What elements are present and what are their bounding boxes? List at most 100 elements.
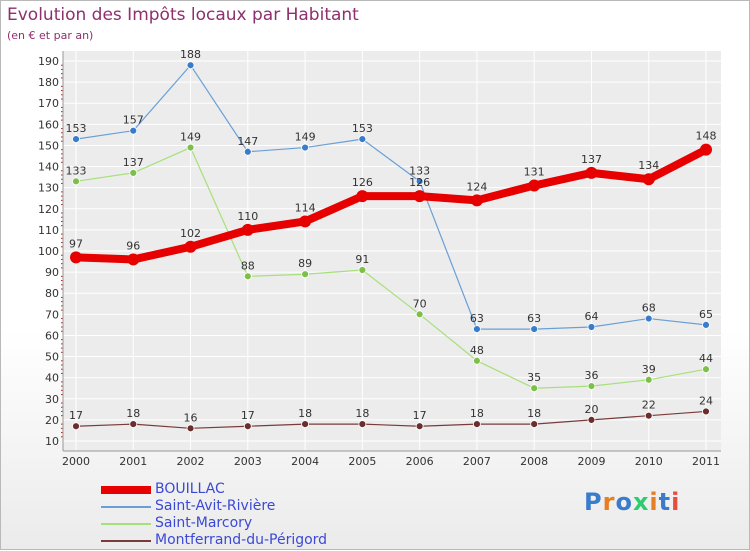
data-point-montferrand-du-perigord-2000 [72,422,80,431]
data-label-saint-marcory-2011: 44 [699,352,713,365]
chart-title: Evolution des Impôts locaux par Habitant [7,5,359,25]
y-tick-label-120: 120 [38,203,59,216]
y-tick-label-40: 40 [45,372,59,385]
data-point-bouillac-2007 [470,194,483,207]
data-point-bouillac-2000 [70,251,82,264]
data-point-saint-avit-riviere-2010 [644,314,653,323]
data-label-saint-marcory-2007: 48 [470,344,484,357]
data-label-saint-avit-riviere-2003: 147 [237,135,258,148]
data-point-montferrand-du-perigord-2010 [644,411,653,420]
data-label-saint-avit-riviere-2000: 153 [66,122,87,135]
logo-letter: i [671,488,681,516]
x-tick-label-2009: 2009 [577,455,605,468]
data-label-saint-avit-riviere-2001: 157 [123,114,144,127]
logo-letter: x [632,488,650,516]
series-line-montferrand-du-perigord [75,410,707,429]
data-point-montferrand-du-perigord-2007 [473,420,481,429]
data-label-montferrand-du-perigord-2008: 18 [527,407,541,420]
data-point-saint-marcory-2006 [415,310,424,319]
data-label-saint-marcory-2004: 89 [298,257,312,270]
x-tick-label-2008: 2008 [520,455,548,468]
data-label-bouillac-2010: 134 [638,159,659,172]
x-tick-label-2007: 2007 [463,455,491,468]
data-label-bouillac-2000: 97 [69,237,83,250]
legend-label-saint-avit-riviere: Saint-Avit-Rivière [155,498,276,514]
data-label-saint-marcory-2002: 149 [180,131,201,144]
data-label-saint-marcory-2006: 70 [413,297,427,310]
data-point-saint-marcory-2010 [644,375,653,384]
data-point-saint-avit-riviere-2011 [702,320,710,329]
series-line-bouillac [72,145,710,264]
data-label-saint-marcory-2000: 133 [66,164,87,177]
logo-letter: o [615,488,633,516]
data-label-montferrand-du-perigord-2000: 17 [69,409,83,422]
data-label-montferrand-du-perigord-2010: 22 [642,399,656,412]
legend-label-montferrand-du-perigord: Montferrand-du-Périgord [155,532,328,548]
x-tick-label-2011: 2011 [692,455,720,468]
series-line-saint-marcory [75,146,707,389]
data-label-montferrand-du-perigord-2002: 16 [184,411,198,424]
data-point-bouillac-2008 [528,179,541,192]
data-label-bouillac-2002: 102 [180,227,201,240]
y-tick-label-150: 150 [38,139,59,152]
data-label-saint-marcory-2010: 39 [642,363,656,376]
data-point-saint-avit-riviere-2002 [186,61,195,70]
data-label-bouillac-2009: 137 [581,153,602,166]
y-tick-label-30: 30 [45,393,59,406]
data-label-saint-avit-riviere-2004: 149 [295,131,316,144]
data-label-bouillac-2006: 126 [409,176,430,189]
data-label-montferrand-du-perigord-2003: 17 [241,409,255,422]
logo-letter: i [649,488,659,516]
data-label-saint-avit-riviere-2007: 63 [470,312,484,325]
data-point-bouillac-2005 [356,190,369,203]
y-tick-label-60: 60 [45,329,59,342]
data-point-montferrand-du-perigord-2005 [358,420,367,429]
data-label-bouillac-2011: 148 [696,130,717,143]
y-tick-label-10: 10 [45,435,59,448]
data-point-montferrand-du-perigord-2002 [186,424,195,433]
data-point-saint-avit-riviere-2009 [587,323,596,331]
legend-label-bouillac: BOUILLAC [155,481,225,497]
y-tick-label-140: 140 [38,161,59,174]
x-tick-label-2001: 2001 [119,455,147,468]
data-point-bouillac-2009 [585,166,598,179]
data-label-montferrand-du-perigord-2007: 18 [470,407,484,420]
data-label-montferrand-du-perigord-2011: 24 [699,394,713,407]
data-label-montferrand-du-perigord-2004: 18 [298,407,312,420]
data-point-saint-marcory-2007 [473,356,481,365]
data-point-bouillac-2006 [413,190,426,203]
data-label-saint-marcory-2009: 36 [584,369,598,382]
data-point-saint-marcory-2011 [702,365,710,374]
data-label-bouillac-2005: 126 [352,176,373,189]
y-tick-label-90: 90 [45,266,59,279]
y-tick-label-180: 180 [38,76,59,89]
series-line-saint-avit-riviere [75,64,707,330]
logo-letter: t [658,488,672,516]
legend-swatch-montferrand-du-perigord [101,540,151,542]
y-tick-label-170: 170 [38,97,59,110]
x-tick-label-2004: 2004 [291,455,319,468]
data-label-montferrand-du-perigord-2006: 17 [413,409,427,422]
data-point-saint-marcory-2003 [243,272,252,281]
data-point-montferrand-du-perigord-2003 [243,422,252,431]
legend-label-saint-marcory: Saint-Marcory [155,515,253,531]
data-point-saint-avit-riviere-2003 [243,147,252,156]
legend-swatch-saint-avit-riviere [101,506,151,508]
logo-letter: P [584,488,603,516]
y-tick-label-110: 110 [38,224,59,237]
y-tick-label-50: 50 [45,351,59,364]
legend-swatch-saint-marcory [101,523,151,525]
data-point-saint-avit-riviere-2005 [358,135,367,144]
data-label-bouillac-2003: 110 [237,210,258,223]
x-tick-label-2003: 2003 [234,455,262,468]
y-tick-label-100: 100 [38,245,59,258]
y-tick-label-80: 80 [45,287,59,300]
chart-subtitle: (en € et par an) [7,29,94,42]
data-point-bouillac-2002 [184,240,197,253]
data-label-saint-avit-riviere-2005: 153 [352,122,373,135]
logo-letter: r [602,488,616,516]
data-point-bouillac-2004 [299,215,312,228]
data-label-saint-avit-riviere-2002: 188 [180,48,201,61]
